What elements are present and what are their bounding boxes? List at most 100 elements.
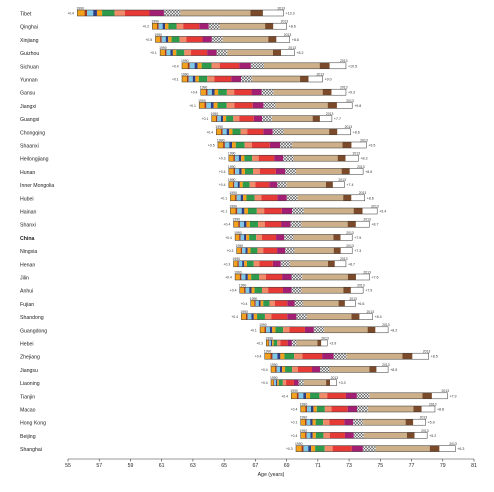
bar-segment-ningxia-6	[257, 247, 264, 254]
bar-segment-tibet-5	[102, 10, 115, 16]
start-delta-gansu: +0.4	[191, 91, 198, 95]
bar-segment-jiangxi-6	[226, 102, 235, 109]
total-gain-shandong: +8.4	[375, 315, 382, 319]
bar-segment-tianjin-9	[356, 392, 370, 399]
total-gain-sichuan: +10.5	[348, 64, 357, 68]
start-delta-fujian: +0.4	[241, 302, 248, 306]
x-tick-label-57: 57	[96, 463, 102, 469]
year-end-hainan: 2013	[371, 204, 379, 208]
bar-segment-hainan-11	[353, 208, 363, 214]
total-gain-guangxi: +7.7	[334, 117, 341, 121]
start-delta-xinjiang: +0.5	[145, 38, 152, 42]
bar-segment-sichuan-6	[211, 62, 220, 69]
year-end-jiangsu: 2013	[382, 363, 390, 367]
year-end-anhui: 2013	[357, 284, 365, 288]
bar-outline-tianjin	[291, 392, 448, 400]
bar-segment-heilongjiang-2	[234, 155, 239, 162]
bar-segment-tibet-10	[180, 10, 251, 16]
year-end-shanxi: 2013	[363, 218, 371, 222]
bar-segment-shandong-4	[253, 313, 258, 320]
x-tick-label-71: 71	[315, 463, 321, 469]
bar-segment-china-8	[276, 234, 285, 241]
bar-segment-jilin-3	[245, 274, 248, 280]
bar-segment-macao-3	[311, 406, 314, 412]
bar-segment-jilin-11	[347, 274, 356, 280]
bar-china	[234, 234, 353, 241]
total-gain-china: +7.5	[354, 236, 361, 240]
bar-segment-hubei-6	[254, 194, 262, 201]
bar-segment-inner-mongolia-6	[249, 181, 256, 188]
bar-segment-hunan-9	[285, 168, 296, 175]
bar-segment-hainan-9	[292, 208, 304, 214]
bar-segment-shandong-2	[247, 313, 252, 320]
bar-segment-qinghai-3	[162, 23, 166, 30]
bar-shanghai	[295, 445, 456, 452]
bar-segment-guangxi-11	[312, 115, 320, 122]
bar-segment-qinghai-1	[157, 23, 159, 30]
bar-ningxia	[236, 247, 353, 254]
bar-segment-hainan-1	[235, 208, 238, 214]
bar-segment-beijing-9	[353, 432, 364, 439]
bar-segment-xinjiang-0	[155, 36, 161, 43]
bar-segment-zhejiang-7	[302, 353, 323, 360]
bar-tibet	[77, 9, 284, 17]
bar-segment-shaanxi-2	[224, 142, 230, 148]
bar-guangxi	[211, 115, 333, 122]
year-end-heilongjiang: 2013	[352, 152, 360, 156]
bar-segment-hubei-7	[261, 194, 278, 201]
bar-shanxi	[233, 220, 370, 228]
bar-segment-hong-kong-7	[329, 419, 345, 426]
year-end-hunan: 2013	[357, 165, 365, 169]
bar-segment-heilongjiang-7	[258, 155, 275, 162]
total-gain-hong-kong: +5.9	[428, 421, 435, 425]
bar-segment-macao-10	[367, 406, 414, 412]
region-label-ningxia: Ningxia	[20, 249, 37, 255]
region-label-jiangsu: Jiangsu	[20, 368, 38, 374]
bar-segment-yunnan-0	[181, 76, 187, 82]
bar-segment-yunnan-1	[186, 76, 189, 82]
bar-segment-shaanxi-10	[292, 142, 343, 148]
bar-segment-shandong-10	[306, 313, 352, 320]
start-delta-macao: +0.4	[291, 408, 298, 412]
bar-segment-beijing-10	[363, 432, 407, 439]
bar-segment-macao-6	[324, 406, 332, 412]
year-start-qinghai: 1990	[151, 20, 159, 24]
year-end-ningxia: 2013	[346, 244, 354, 248]
bar-segment-jiangxi-8	[252, 102, 264, 109]
bar-outline-guangdong	[259, 326, 389, 334]
bar-segment-anhui-9	[291, 287, 302, 294]
bar-segment-tianjin-3	[303, 392, 307, 399]
bar-segment-hebei-5	[273, 340, 278, 346]
bar-segment-henan-6	[253, 260, 260, 267]
bar-segment-inner-mongolia-10	[286, 181, 326, 188]
bar-segment-shanghai-0	[295, 445, 302, 452]
bar-segment-gansu-7	[234, 89, 252, 96]
region-label-shandong: Shandong	[20, 315, 44, 321]
bar-segment-shandong-1	[245, 313, 248, 320]
bar-segment-henan-10	[289, 260, 328, 267]
year-start-hainan: 1990	[229, 204, 237, 208]
bar-segment-shandong-7	[271, 313, 288, 320]
bar-segment-inner-mongolia-4	[239, 181, 243, 188]
bar-outline-jiangxi	[198, 102, 353, 109]
bar-jiangxi	[198, 102, 353, 109]
bar-outline-hainan	[230, 207, 378, 215]
bar-segment-hunan-11	[341, 168, 350, 175]
bar-segment-ningxia-3	[245, 247, 248, 254]
bar-tianjin	[291, 392, 448, 400]
bar-segment-jilin-2	[241, 274, 246, 280]
bar-segment-xinjiang-8	[202, 36, 212, 43]
bar-outline-hunan	[228, 168, 364, 175]
start-delta-ningxia: +0.3	[227, 249, 234, 253]
start-delta-inner-mongolia: +0.4	[219, 183, 226, 187]
bar-segment-shaanxi-5	[235, 142, 245, 148]
bar-segment-china-11	[333, 234, 341, 241]
bar-hubei	[230, 194, 365, 202]
bar-segment-sichuan-1	[187, 62, 190, 69]
bar-segment-shandong-11	[351, 313, 360, 320]
region-label-tianjin: Tianjin	[20, 394, 35, 400]
bar-segment-hebei-8	[287, 340, 292, 346]
year-end-guangxi: 2013	[326, 112, 334, 116]
bar-segment-hunan-3	[239, 168, 242, 175]
start-delta-zhejiang: +0.4	[255, 355, 262, 359]
